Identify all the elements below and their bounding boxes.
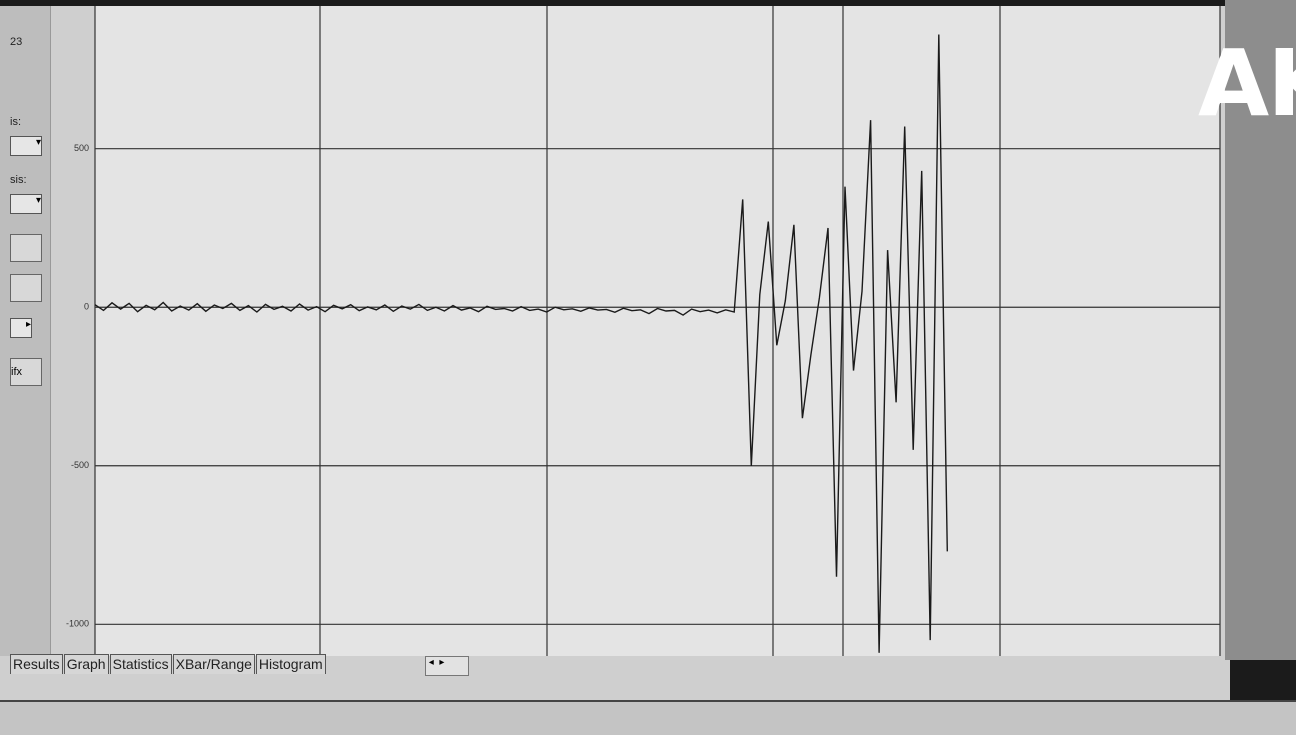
button[interactable]: ifx: [10, 358, 42, 386]
side-panel: [1225, 0, 1296, 660]
sidebar-label: sis:: [10, 174, 27, 186]
chart: 500 0 -500 -1000: [66, 6, 1221, 656]
tab[interactable]: XBar/Range: [172, 654, 255, 674]
tab-bar: Results Graph Statistics XBar/Range Histogra…: [10, 654, 326, 674]
sidebar: 23 is: ▾ sis: ▾ ▸ ifx: [0, 6, 51, 656]
tab[interactable]: Statistics: [109, 654, 172, 674]
button[interactable]: [10, 234, 42, 262]
play-button[interactable]: ▸: [10, 318, 32, 338]
tab[interactable]: Results: [10, 654, 63, 674]
scroll-control[interactable]: ◂ ▸: [425, 656, 469, 676]
y-tick-label: 0: [84, 302, 89, 312]
button[interactable]: [10, 274, 42, 302]
sidebar-label: is:: [10, 116, 21, 128]
screen: 23 is: ▾ sis: ▾ ▸ ifx 500 0 -500 -1000 Resu…: [0, 6, 1230, 735]
y-tick-label: -500: [71, 460, 89, 470]
signal-line: [94, 34, 948, 653]
y-tick-label: -1000: [66, 619, 89, 629]
plot-area: [95, 6, 1220, 656]
status-bar: [0, 700, 1296, 735]
y-tick-label: 500: [74, 143, 89, 153]
tab[interactable]: Graph: [63, 654, 109, 674]
tab[interactable]: Histogram: [255, 654, 326, 674]
overlay-text: AK: [1198, 30, 1296, 137]
dropdown[interactable]: ▾: [10, 194, 42, 214]
dropdown[interactable]: ▾: [10, 136, 42, 156]
sidebar-label: 23: [10, 36, 23, 48]
button-label: ifx: [11, 366, 22, 378]
